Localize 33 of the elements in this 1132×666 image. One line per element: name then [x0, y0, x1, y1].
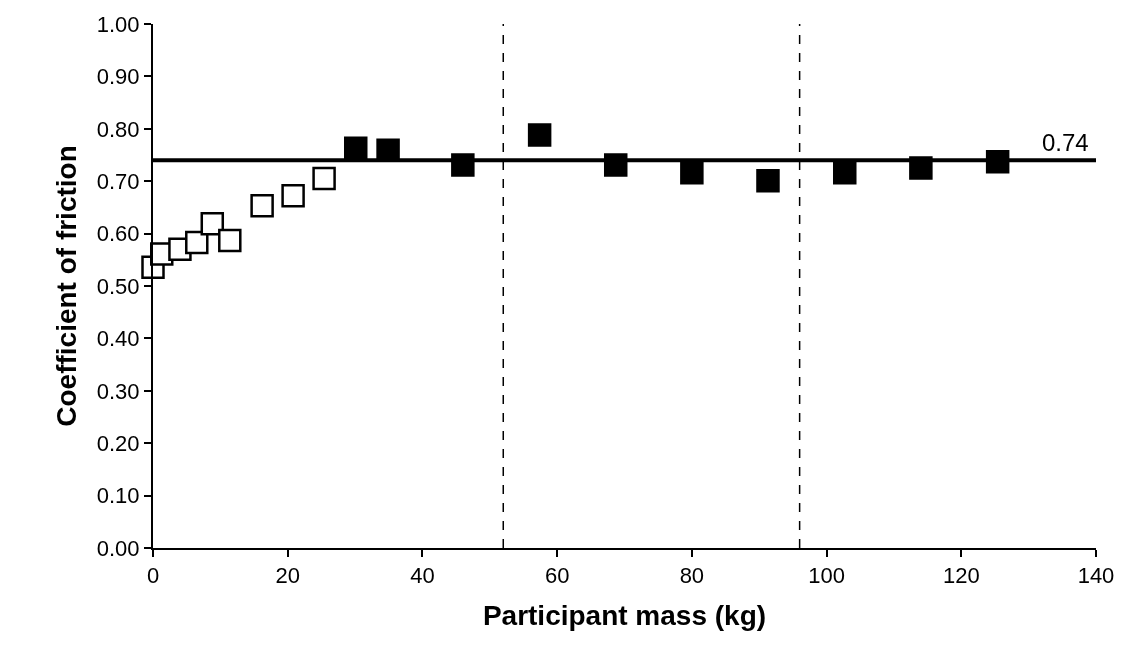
point: [200, 211, 225, 236]
point: [250, 194, 274, 218]
y-tick-label: 0.70: [96, 168, 140, 194]
point: [218, 228, 242, 253]
y-axis-title: Coefficient of friction: [50, 145, 82, 427]
point: [527, 123, 552, 147]
x-tick-label: 60: [544, 563, 570, 589]
point: [281, 184, 305, 208]
y-tick-label: 0.20: [96, 430, 140, 456]
point: [312, 166, 336, 191]
x-axis-title: Participant mass (kg): [482, 600, 767, 631]
point: [680, 161, 704, 185]
y-tick-label: 0.90: [96, 64, 140, 90]
point: [756, 168, 780, 193]
y-tick-label: 0.80: [96, 116, 140, 142]
y-tick-label: 0.30: [96, 378, 140, 404]
y-tick-label: 0.40: [96, 326, 140, 352]
y-tick-label: 0.00: [96, 535, 140, 561]
x-tick-label: 40: [410, 563, 435, 589]
ref-line-label: 0.74: [1042, 129, 1089, 156]
x-tick-label: 120: [942, 563, 980, 589]
y-tick-label: 0.60: [96, 221, 140, 247]
x-tick-label: 0: [146, 563, 160, 589]
y-tick-label: 0.10: [96, 483, 140, 509]
y-tick-label: 0.50: [96, 273, 140, 299]
x-tick-label: 100: [808, 563, 845, 589]
x-tick-label: 80: [679, 563, 705, 589]
point: [833, 161, 857, 185]
y-tick-label: 1.00: [96, 11, 140, 37]
point: [185, 230, 209, 255]
point: [344, 136, 368, 160]
x-tick-label: 20: [275, 563, 300, 589]
x-tick-label: 140: [1077, 563, 1115, 589]
